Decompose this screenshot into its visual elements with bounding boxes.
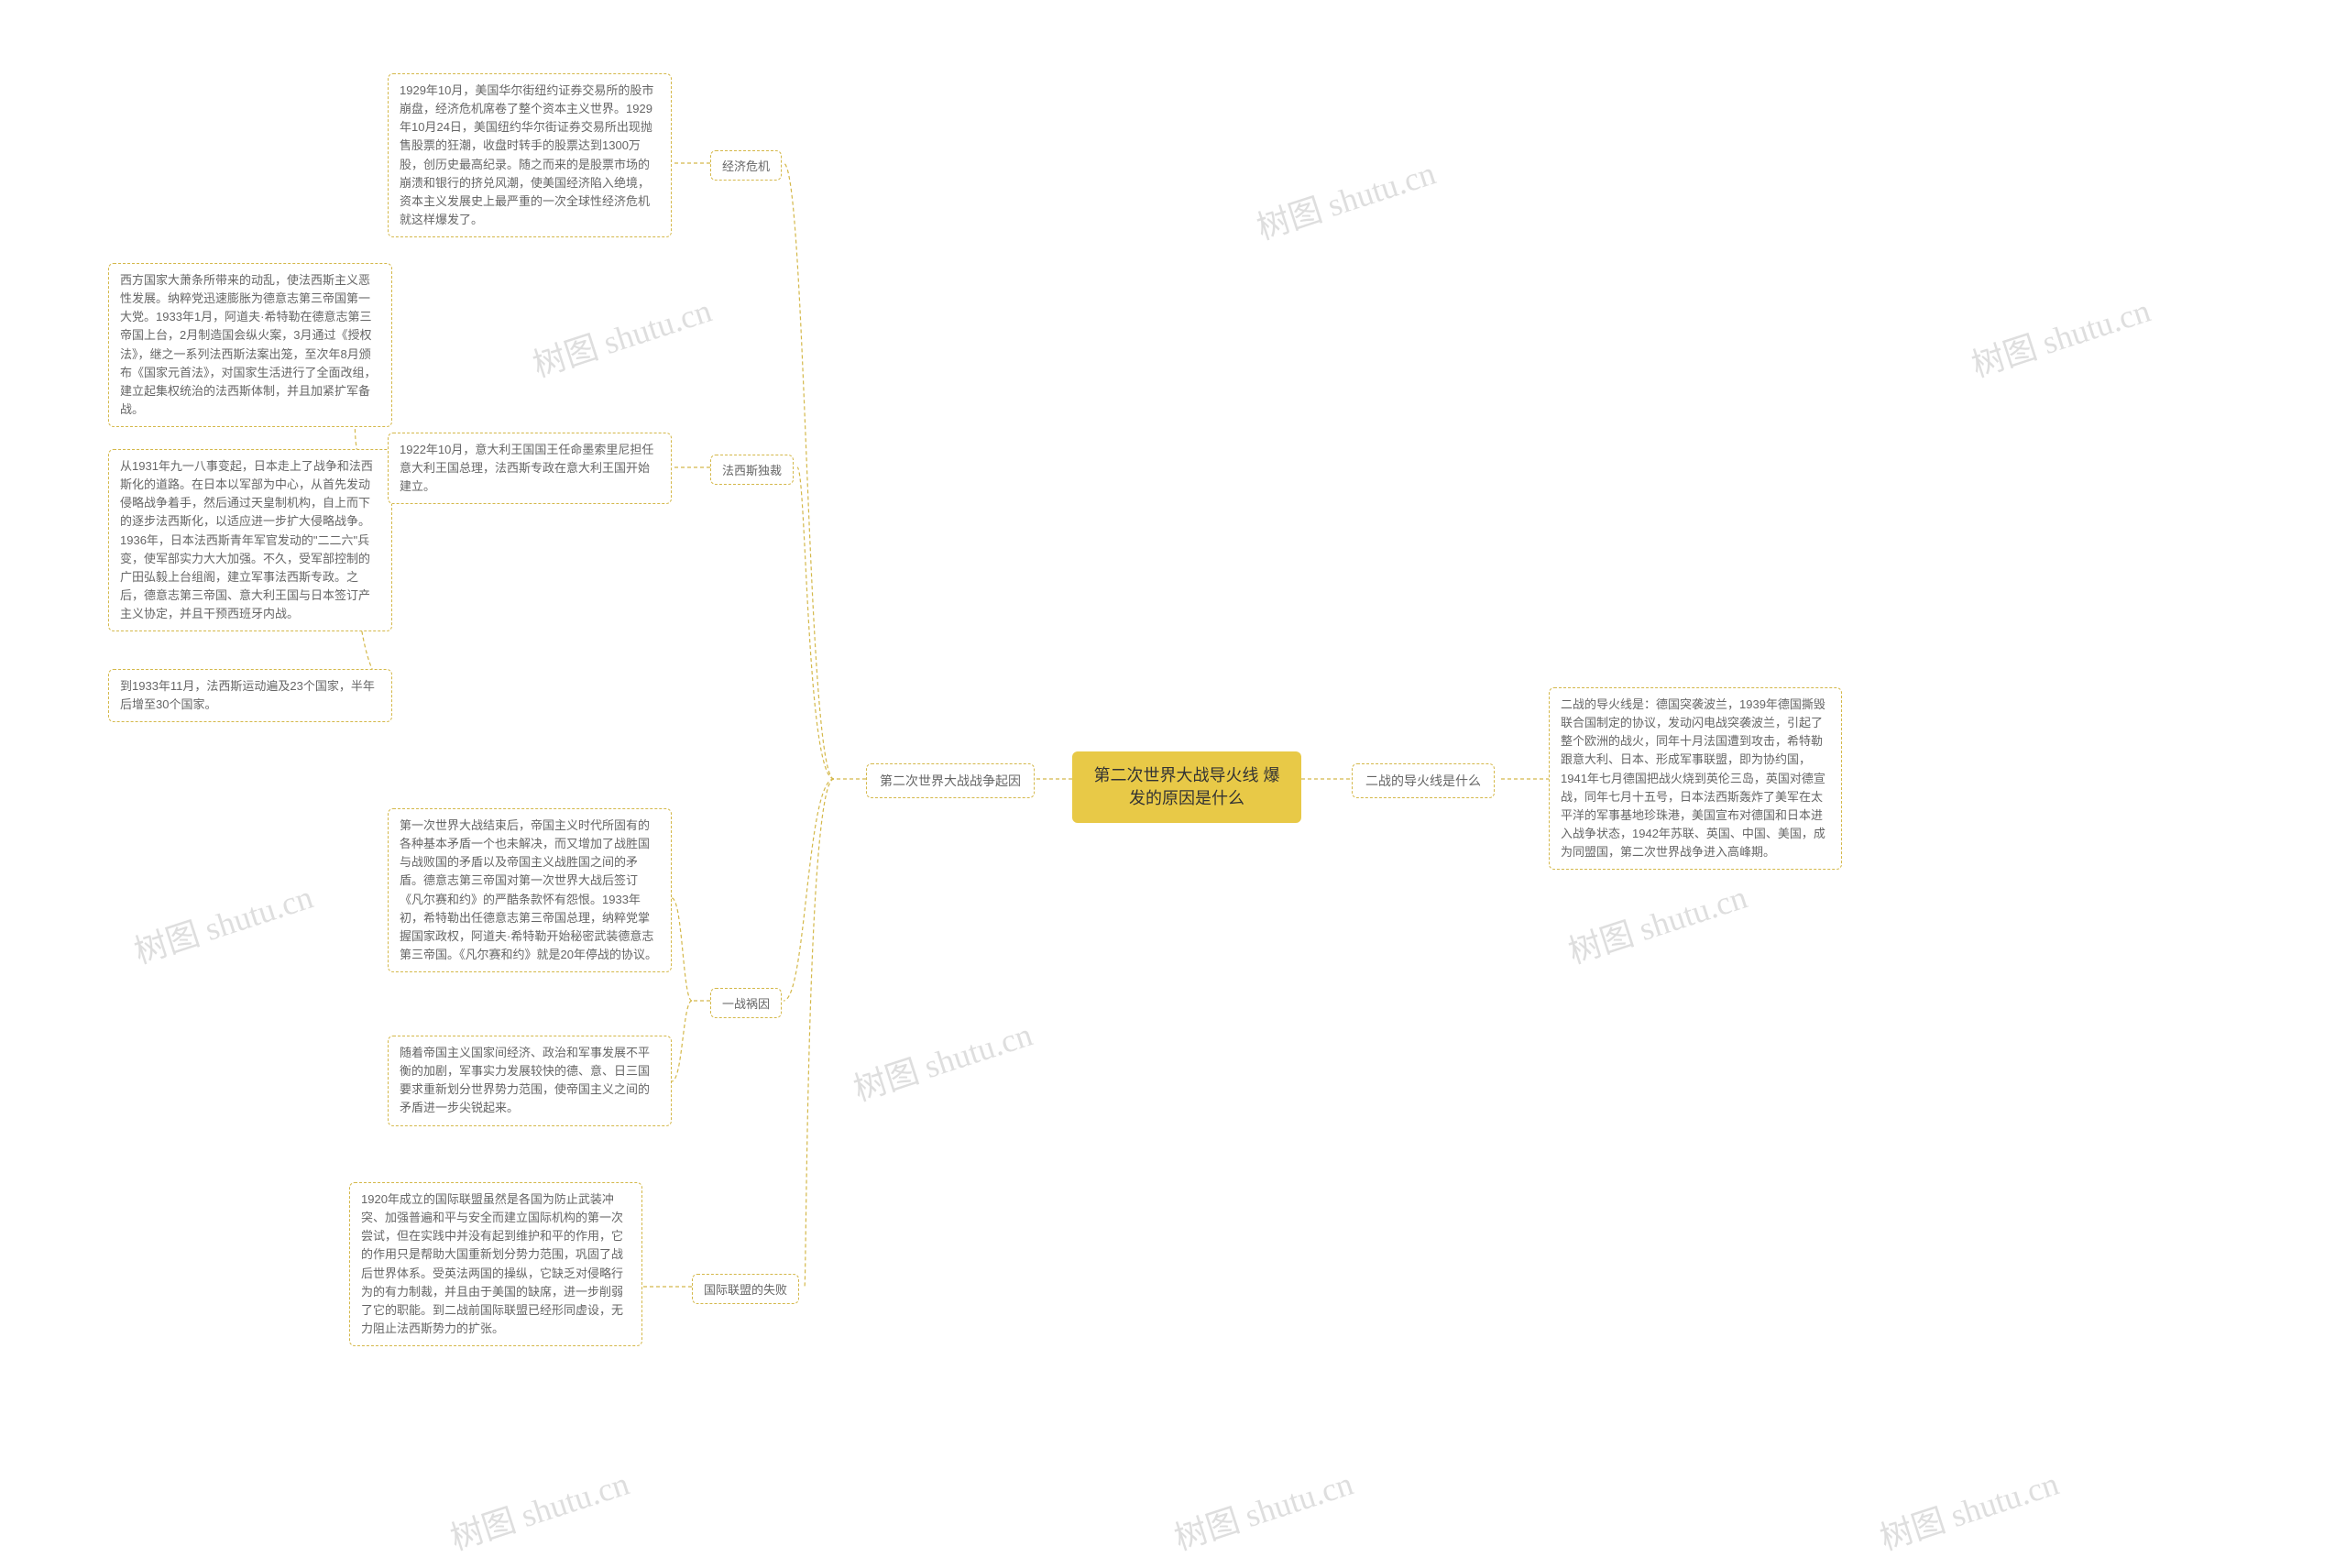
watermark: 树图 shutu.cn — [1168, 1457, 1358, 1560]
cat-ww1-label: 一战祸因 — [722, 997, 770, 1011]
watermark: 树图 shutu.cn — [127, 871, 318, 973]
left-root-label: 第二次世界大战战争起因 — [880, 773, 1021, 788]
leaf-right-text: 二战的导火线是：德国突袭波兰，1939年德国撕毁联合国制定的协议，发动闪电战突袭… — [1561, 697, 1825, 859]
right-root: 二战的导火线是什么 — [1352, 763, 1495, 798]
cat-fascism-label: 法西斯独裁 — [722, 464, 782, 477]
leaf-fascism-italy: 1922年10月，意大利王国国王任命墨索里尼担任意大利王国总理，法西斯专政在意大… — [388, 433, 672, 504]
cat-league-label: 国际联盟的失败 — [704, 1283, 787, 1297]
watermark: 树图 shutu.cn — [526, 284, 717, 387]
leaf-fascism-italy-text: 1922年10月，意大利王国国王任命墨索里尼担任意大利王国总理，法西斯专政在意大… — [400, 443, 653, 493]
leaf-economic-1: 1929年10月，美国华尔街纽约证券交易所的股市崩盘，经济危机席卷了整个资本主义… — [388, 73, 672, 237]
leaf-fascism-count: 到1933年11月，法西斯运动遍及23个国家，半年后增至30个国家。 — [108, 669, 392, 722]
cat-economic-label: 经济危机 — [722, 159, 770, 173]
cat-ww1: 一战祸因 — [710, 988, 782, 1018]
leaf-league-1: 1920年成立的国际联盟虽然是各国为防止武装冲突、加强普遍和平与安全而建立国际机… — [349, 1182, 642, 1346]
leaf-fascism-west-text: 西方国家大萧条所带来的动乱，使法西斯主义恶性发展。纳粹党迅速膨胀为德意志第三帝国… — [120, 273, 377, 416]
leaf-fascism-japan: 从1931年九一八事变起，日本走上了战争和法西斯化的道路。在日本以军部为中心，从… — [108, 449, 392, 631]
leaf-ww1-1-text: 第一次世界大战结束后，帝国主义时代所固有的各种基本矛盾一个也未解决，而又增加了战… — [400, 818, 657, 961]
watermark: 树图 shutu.cn — [1562, 871, 1752, 973]
watermark: 树图 shutu.cn — [1250, 147, 1441, 249]
watermark: 树图 shutu.cn — [1873, 1457, 2064, 1560]
leaf-fascism-count-text: 到1933年11月，法西斯运动遍及23个国家，半年后增至30个国家。 — [120, 679, 375, 711]
leaf-fascism-west: 西方国家大萧条所带来的动乱，使法西斯主义恶性发展。纳粹党迅速膨胀为德意志第三帝国… — [108, 263, 392, 427]
left-root: 第二次世界大战战争起因 — [866, 763, 1035, 798]
cat-fascism: 法西斯独裁 — [710, 455, 794, 485]
leaf-right: 二战的导火线是：德国突袭波兰，1939年德国撕毁联合国制定的协议，发动闪电战突袭… — [1549, 687, 1842, 870]
leaf-league-1-text: 1920年成立的国际联盟虽然是各国为防止武装冲突、加强普遍和平与安全而建立国际机… — [361, 1192, 623, 1335]
leaf-ww1-2: 随着帝国主义国家间经济、政治和军事发展不平衡的加剧，军事实力发展较快的德、意、日… — [388, 1036, 672, 1126]
leaf-ww1-2-text: 随着帝国主义国家间经济、政治和军事发展不平衡的加剧，军事实力发展较快的德、意、日… — [400, 1046, 650, 1114]
watermark: 树图 shutu.cn — [444, 1457, 634, 1560]
center-text: 第二次世界大战导火线 爆发的原因是什么 — [1094, 766, 1280, 807]
cat-league: 国际联盟的失败 — [692, 1274, 799, 1304]
watermark: 树图 shutu.cn — [1965, 284, 2155, 387]
leaf-economic-1-text: 1929年10月，美国华尔街纽约证券交易所的股市崩盘，经济危机席卷了整个资本主义… — [400, 83, 653, 226]
leaf-ww1-1: 第一次世界大战结束后，帝国主义时代所固有的各种基本矛盾一个也未解决，而又增加了战… — [388, 808, 672, 972]
center-node: 第二次世界大战导火线 爆发的原因是什么 — [1072, 751, 1301, 823]
cat-economic: 经济危机 — [710, 150, 782, 181]
right-root-label: 二战的导火线是什么 — [1365, 773, 1481, 788]
watermark: 树图 shutu.cn — [847, 1008, 1037, 1111]
leaf-fascism-japan-text: 从1931年九一八事变起，日本走上了战争和法西斯化的道路。在日本以军部为中心，从… — [120, 459, 373, 620]
